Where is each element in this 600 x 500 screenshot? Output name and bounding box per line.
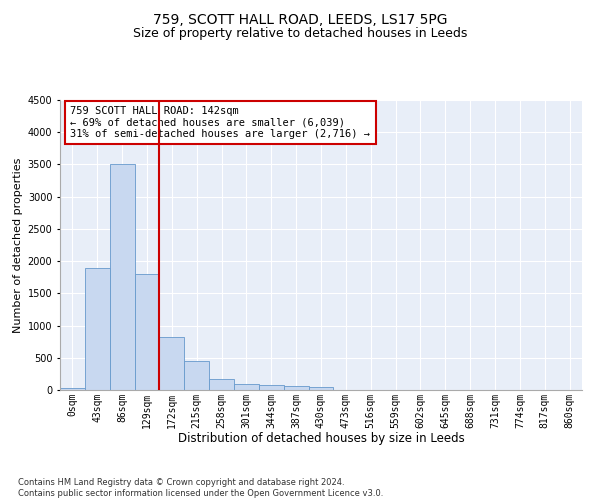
Bar	[259, 386, 284, 390]
Bar	[308, 387, 334, 390]
Bar	[184, 361, 209, 390]
Bar	[85, 268, 110, 390]
X-axis label: Distribution of detached houses by size in Leeds: Distribution of detached houses by size …	[178, 432, 464, 445]
Bar	[209, 380, 234, 390]
Bar	[160, 336, 184, 390]
Text: Size of property relative to detached houses in Leeds: Size of property relative to detached ho…	[133, 28, 467, 40]
Text: Contains HM Land Registry data © Crown copyright and database right 2024.
Contai: Contains HM Land Registry data © Crown c…	[18, 478, 383, 498]
Text: 759 SCOTT HALL ROAD: 142sqm
← 69% of detached houses are smaller (6,039)
31% of : 759 SCOTT HALL ROAD: 142sqm ← 69% of det…	[70, 106, 370, 139]
Bar	[234, 384, 259, 390]
Bar	[134, 274, 160, 390]
Y-axis label: Number of detached properties: Number of detached properties	[13, 158, 23, 332]
Bar	[60, 388, 85, 390]
Text: 759, SCOTT HALL ROAD, LEEDS, LS17 5PG: 759, SCOTT HALL ROAD, LEEDS, LS17 5PG	[153, 12, 447, 26]
Bar	[284, 386, 308, 390]
Bar	[110, 164, 134, 390]
